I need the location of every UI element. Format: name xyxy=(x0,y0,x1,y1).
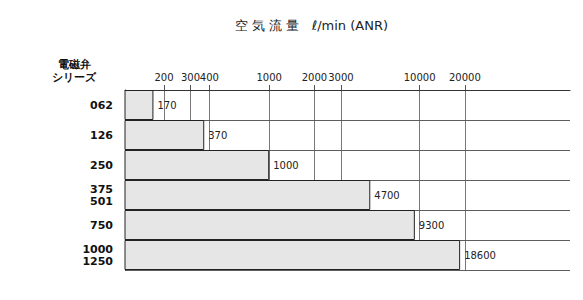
svg-text:370: 370 xyxy=(208,130,227,141)
svg-text:空 気 流 量 ℓ/min (ANR): 空 気 流 量 ℓ/min (ANR) xyxy=(235,18,388,33)
svg-text:電磁弁: 電磁弁 xyxy=(58,58,91,71)
svg-text:18600: 18600 xyxy=(464,250,496,261)
svg-text:300: 300 xyxy=(181,72,200,83)
svg-text:2000: 2000 xyxy=(302,72,327,83)
svg-text:1250: 1250 xyxy=(82,255,113,268)
svg-text:4700: 4700 xyxy=(374,190,399,201)
svg-text:250: 250 xyxy=(90,159,113,172)
svg-text:501: 501 xyxy=(90,195,113,208)
svg-text:20000: 20000 xyxy=(449,72,481,83)
svg-text:1000: 1000 xyxy=(256,72,281,83)
svg-text:170: 170 xyxy=(157,100,176,111)
svg-text:1000: 1000 xyxy=(82,242,113,256)
svg-text:10000: 10000 xyxy=(404,72,436,83)
svg-text:1000: 1000 xyxy=(273,160,298,171)
svg-text:126: 126 xyxy=(90,129,113,142)
svg-text:200: 200 xyxy=(155,72,174,83)
svg-text:400: 400 xyxy=(200,72,219,83)
svg-text:375: 375 xyxy=(90,182,113,196)
svg-text:9300: 9300 xyxy=(419,220,444,231)
svg-text:750: 750 xyxy=(90,219,113,232)
svg-text:3000: 3000 xyxy=(328,72,353,83)
svg-text:シリーズ: シリーズ xyxy=(52,71,97,84)
svg-text:062: 062 xyxy=(90,99,113,112)
